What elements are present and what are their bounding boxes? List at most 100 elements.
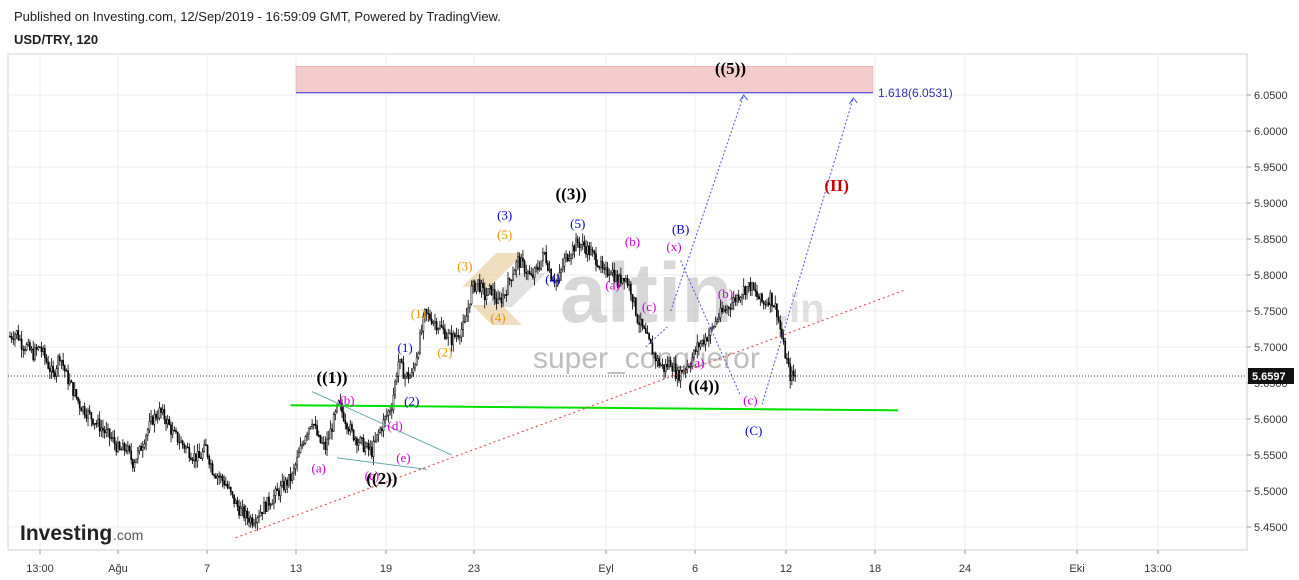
candle-body	[719, 307, 722, 319]
blue-dotted-1[interactable]	[670, 94, 745, 312]
candle-body	[752, 282, 755, 290]
candle-body	[485, 295, 488, 301]
candle-body	[145, 435, 147, 445]
y-tick-label: 5.9000	[1254, 198, 1288, 210]
candle-body	[216, 475, 219, 479]
green-support-line[interactable]	[290, 404, 899, 412]
candle-body	[658, 358, 660, 366]
candle-body	[200, 457, 202, 459]
candle-body	[684, 369, 687, 372]
candle-body	[542, 252, 544, 262]
candle-body	[593, 251, 596, 255]
candle-body	[389, 410, 391, 413]
candle-body	[512, 274, 514, 281]
candle-body	[535, 266, 538, 269]
candle-body	[390, 409, 393, 412]
candle-body	[316, 425, 318, 436]
candle-body	[342, 411, 345, 421]
candle-body	[238, 506, 240, 516]
candle-body	[498, 297, 501, 300]
candle-body	[293, 468, 295, 474]
candle-body	[224, 484, 227, 486]
candle-body	[439, 324, 441, 329]
candle-body	[477, 279, 479, 285]
wave-label: (e)	[396, 450, 410, 465]
candle-body	[686, 365, 689, 371]
candle-body	[696, 342, 699, 352]
candle-body	[527, 271, 529, 274]
candle-body	[407, 372, 410, 379]
candle-body	[585, 246, 587, 255]
candle-body	[329, 428, 332, 439]
candle-body	[236, 500, 239, 507]
candle-body	[691, 357, 694, 367]
candle-body	[195, 453, 197, 462]
candle-body	[714, 321, 717, 327]
candle-body	[243, 506, 245, 519]
candle-body	[130, 450, 133, 460]
candle-body	[256, 517, 259, 523]
candle-body	[666, 364, 669, 368]
candle-body	[777, 316, 780, 321]
candle-body	[648, 333, 650, 340]
candle-body	[168, 419, 171, 426]
candle-body	[787, 358, 790, 365]
y-tick-label: 5.4500	[1254, 522, 1288, 534]
candle-body	[708, 335, 710, 342]
candle-body	[492, 289, 494, 295]
candle-body	[93, 423, 96, 425]
candle-body	[143, 443, 146, 448]
candle-body	[196, 451, 199, 462]
candle-body	[566, 254, 569, 261]
candle-body	[774, 303, 777, 308]
candle-body	[639, 318, 642, 325]
candle-body	[327, 438, 330, 440]
wave-label: (c)	[365, 468, 379, 483]
candle-body	[135, 458, 138, 463]
blue-dotted-3[interactable]	[761, 97, 854, 405]
candle-body	[578, 242, 581, 248]
candle-body	[118, 442, 121, 450]
candle-body	[273, 495, 275, 504]
candle-body	[58, 356, 61, 361]
candle-body	[551, 279, 554, 282]
candle-body	[517, 256, 519, 263]
last-price-badge	[1248, 368, 1294, 385]
candle-body	[741, 294, 743, 298]
candle-body	[253, 523, 255, 526]
blue-dotted-4[interactable]	[645, 326, 668, 348]
wave-label: (2)	[437, 344, 452, 359]
teal-wedge-upper[interactable]	[311, 391, 452, 456]
candle-body	[716, 319, 719, 322]
candle-body	[701, 339, 704, 344]
candle-body	[331, 428, 333, 432]
last-price-label: 5.6597	[1252, 371, 1286, 383]
teal-wedge-lower[interactable]	[336, 457, 427, 470]
candle-body	[739, 297, 742, 301]
candle-body	[166, 419, 169, 425]
candle-body	[346, 423, 348, 430]
wave-label: (4)	[545, 272, 560, 287]
candle-body	[570, 254, 572, 259]
blue-dotted-2[interactable]	[680, 260, 741, 396]
candle-body	[673, 363, 675, 372]
candle-body	[698, 342, 700, 348]
candle-body	[490, 285, 493, 295]
watermark-sub: super_conqueror	[533, 342, 760, 375]
candle-body	[399, 359, 401, 363]
red-trend-line[interactable]	[235, 288, 907, 539]
candle-body	[384, 416, 387, 421]
candle-body	[518, 256, 521, 268]
candle-body	[596, 264, 599, 267]
candle-body	[107, 428, 109, 431]
candle-body	[311, 423, 313, 428]
candle-body	[721, 307, 723, 312]
candle-body	[268, 496, 270, 506]
candle-body	[693, 349, 695, 359]
candle-body	[729, 308, 732, 310]
wave-label: (B)	[672, 221, 689, 236]
candle-body	[188, 447, 191, 459]
candle-body	[248, 517, 250, 523]
candle-body	[249, 517, 252, 523]
